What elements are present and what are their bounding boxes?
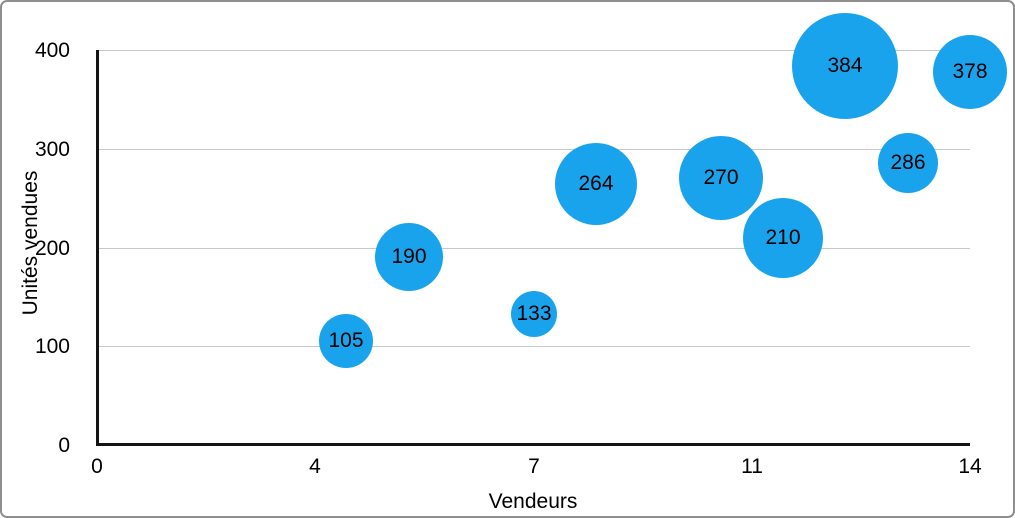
bubble-label: 105 [328,329,364,352]
bubble-378[interactable]: 378 [933,35,1007,109]
bubble-label: 133 [516,302,552,325]
bubble-label: 264 [578,172,614,195]
gridline-y-200 [97,248,970,249]
x-tick-label-4: 4 [309,455,321,478]
bubble-label: 384 [827,54,863,77]
gridline-y-300 [97,149,970,150]
bubble-210[interactable]: 210 [743,198,823,278]
bubble-264[interactable]: 264 [555,143,637,225]
y-tick-label-100: 100 [34,335,70,358]
bubble-270[interactable]: 270 [679,136,763,220]
bubble-label: 378 [952,60,988,83]
x-axis-title: Vendeurs [488,490,578,513]
bubble-label: 270 [703,166,739,189]
x-axis-line [96,443,970,446]
bubble-384[interactable]: 384 [792,13,898,119]
bubble-105[interactable]: 105 [319,314,373,368]
y-axis-line [96,50,99,446]
bubble-190[interactable]: 190 [375,223,443,291]
x-tick-label-0: 0 [91,455,103,478]
x-tick-label-11: 11 [741,455,763,478]
bubble-label: 190 [391,245,427,268]
y-tick-label-0: 0 [58,434,70,457]
x-tick-label-14: 14 [958,455,982,478]
bubble-133[interactable]: 133 [511,291,557,337]
x-tick-label-7: 7 [528,455,540,478]
gridline-y-100 [97,346,970,347]
y-axis-title: Unités vendues [19,170,42,316]
y-tick-label-300: 300 [34,138,70,161]
bubble-label: 286 [890,151,926,174]
bubble-286[interactable]: 286 [878,133,938,193]
gridline-y-400 [97,50,970,51]
y-tick-label-200: 200 [34,237,70,260]
y-tick-label-400: 400 [34,39,70,62]
bubble-label: 210 [765,226,801,249]
